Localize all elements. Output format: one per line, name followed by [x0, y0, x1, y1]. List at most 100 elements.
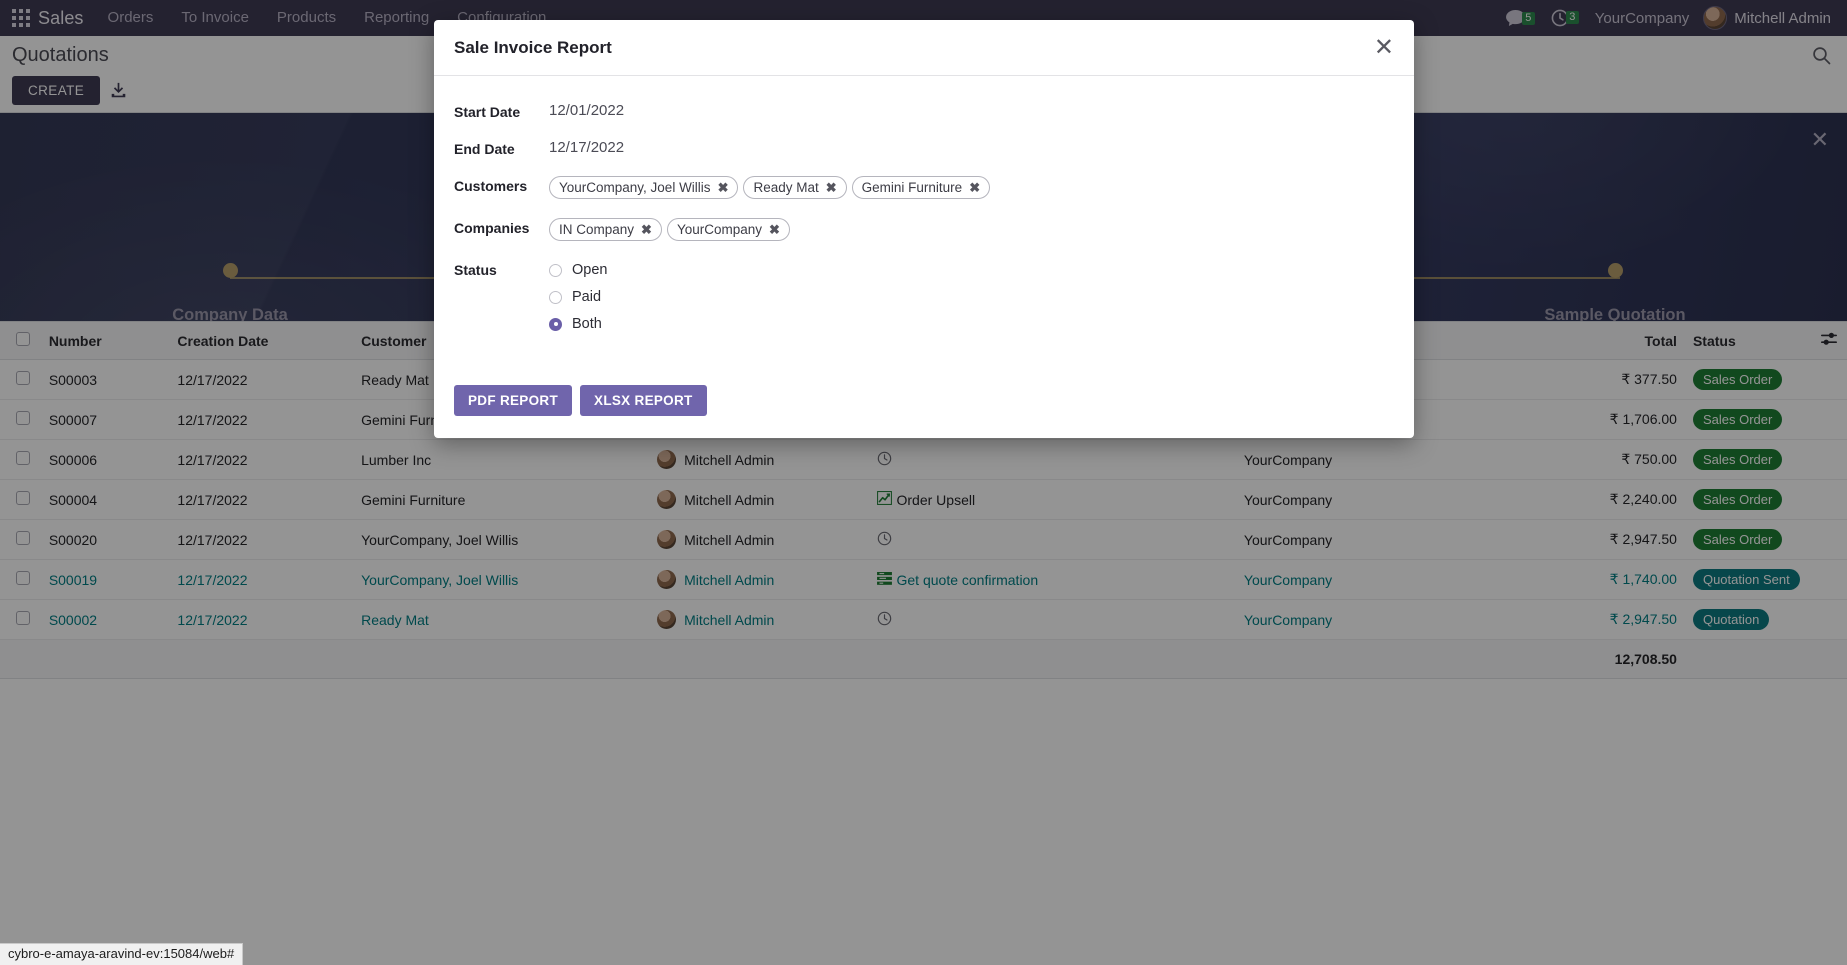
select-all-checkbox[interactable]	[16, 332, 31, 346]
row-checkbox[interactable]	[16, 371, 31, 385]
status-option-open[interactable]: Open	[549, 262, 607, 278]
status-option-both[interactable]: Both	[549, 316, 607, 332]
cell-total: ₹ 2,947.50	[1531, 519, 1685, 560]
table-row[interactable]: S00006 12/17/2022 Lumber Inc Mitchell Admin…	[0, 439, 1847, 480]
nav-item-reporting[interactable]: Reporting	[364, 9, 430, 26]
clock-icon[interactable]	[877, 451, 892, 469]
xlsx-report-button[interactable]: XLSX REPORT	[580, 385, 707, 416]
column-header-total[interactable]: Total	[1531, 321, 1685, 360]
avatar	[1703, 6, 1728, 30]
cell-creation-date: 12/17/2022	[169, 519, 354, 560]
total-sum-value: 12,708.50	[1531, 639, 1685, 679]
cell-next-activity[interactable]	[868, 439, 1236, 480]
cell-status: Sales Order	[1684, 519, 1811, 560]
radio-button[interactable]	[549, 290, 562, 304]
customers-input[interactable]: YourCompany, Joel Willis ✖ Ready Mat ✖ Gemin…	[549, 176, 991, 199]
radio-button[interactable]	[549, 317, 562, 331]
field-row-customers: Customers YourCompany, Joel Willis ✖ Ready…	[454, 176, 1394, 199]
column-header-number[interactable]: Number	[40, 321, 170, 360]
cell-number[interactable]: S00006	[40, 439, 170, 480]
activity-label: Get quote confirmation	[896, 571, 1039, 588]
clock-icon[interactable]	[877, 611, 892, 629]
cell-next-activity[interactable]: Order Upsell	[868, 479, 1236, 520]
customer-tag[interactable]: YourCompany, Joel Willis ✖	[549, 176, 739, 199]
cell-creation-date: 12/17/2022	[169, 359, 354, 400]
close-icon[interactable]: ✕	[1373, 34, 1394, 61]
remove-tag-icon[interactable]: ✖	[717, 180, 729, 195]
pdf-report-button[interactable]: PDF REPORT	[454, 385, 573, 416]
row-checkbox[interactable]	[16, 571, 31, 585]
cell-options	[1810, 479, 1847, 520]
cell-next-activity[interactable]: Get quote confirmation	[868, 559, 1236, 600]
field-row-status: Status Open Paid Both	[454, 260, 1394, 332]
remove-tag-icon[interactable]: ✖	[641, 222, 652, 237]
search-icon[interactable]	[1812, 46, 1831, 70]
sale-invoice-report-dialog: Sale Invoice Report ✕ Start Date 12/01/2…	[434, 20, 1414, 438]
customer-tag[interactable]: Gemini Furniture ✖	[851, 176, 991, 199]
messages-button[interactable]: 5	[1494, 9, 1537, 27]
cell-creation-date: 12/17/2022	[169, 399, 354, 440]
cell-number[interactable]: S00004	[40, 479, 170, 520]
status-option-paid[interactable]: Paid	[549, 289, 607, 305]
app-brand-sales[interactable]: Sales	[38, 7, 84, 28]
activities-button[interactable]: 3	[1539, 9, 1581, 27]
cell-number[interactable]: S00019	[40, 559, 170, 600]
cell-salesperson: Mitchell Admin	[649, 559, 869, 600]
company-tag[interactable]: YourCompany ✖	[666, 218, 790, 241]
row-checkbox[interactable]	[16, 531, 31, 545]
user-menu[interactable]: Mitchell Admin	[1703, 6, 1835, 30]
cell-status: Sales Order	[1684, 439, 1811, 480]
remove-tag-icon[interactable]: ✖	[825, 180, 837, 195]
companies-input[interactable]: IN Company ✖ YourCompany ✖	[549, 218, 790, 241]
close-icon[interactable]: ✕	[1810, 127, 1829, 152]
company-switcher[interactable]: YourCompany	[1594, 9, 1690, 27]
cell-total: ₹ 377.50	[1531, 359, 1685, 400]
cell-options	[1810, 399, 1847, 440]
end-date-input[interactable]: 12/17/2022	[549, 139, 625, 156]
table-row[interactable]: S00002 12/17/2022 Ready Mat Mitchell Admin Y…	[0, 599, 1847, 640]
remove-tag-icon[interactable]: ✖	[769, 222, 780, 237]
cell-company: YourCompany	[1235, 439, 1532, 480]
company-tag[interactable]: IN Company ✖	[549, 218, 662, 241]
column-options-icon[interactable]	[1810, 321, 1847, 360]
remove-tag-icon[interactable]: ✖	[969, 180, 981, 195]
table-row[interactable]: S00004 12/17/2022 Gemini Furniture Mitchell…	[0, 479, 1847, 520]
messages-badge: 5	[1521, 11, 1535, 25]
row-checkbox[interactable]	[16, 451, 31, 465]
import-download-icon[interactable]	[110, 82, 127, 99]
modal-body: Start Date 12/01/2022 End Date 12/17/202…	[434, 76, 1414, 375]
navbar-right-group: 5 3 YourCompany Mitchell Admin	[1494, 6, 1847, 30]
table-row[interactable]: S00019 12/17/2022 YourCompany, Joel Willis…	[0, 559, 1847, 600]
table-total-row: 12,708.50	[0, 639, 1847, 679]
cell-number[interactable]: S00003	[40, 359, 170, 400]
cell-next-activity[interactable]	[868, 599, 1236, 640]
customer-tag[interactable]: Ready Mat ✖	[743, 176, 847, 199]
row-checkbox[interactable]	[16, 411, 31, 425]
cell-number[interactable]: S00002	[40, 599, 170, 640]
column-header-status[interactable]: Status	[1684, 321, 1811, 360]
chart-line-icon[interactable]	[876, 491, 892, 508]
salesperson-name: Mitchell Admin	[684, 571, 775, 588]
apps-grid-icon[interactable]	[0, 9, 34, 27]
cell-number[interactable]: S00007	[40, 399, 170, 440]
cell-customer: Lumber Inc	[353, 439, 650, 480]
table-row[interactable]: S00020 12/17/2022 YourCompany, Joel Willis…	[0, 519, 1847, 560]
clock-icon[interactable]	[877, 531, 892, 549]
cell-next-activity[interactable]	[868, 519, 1236, 560]
cell-number[interactable]: S00020	[40, 519, 170, 560]
total-spacer-options	[1810, 639, 1847, 679]
column-header-creation-date[interactable]: Creation Date	[169, 321, 354, 360]
todo-list-icon[interactable]	[876, 571, 892, 588]
cell-customer: YourCompany, Joel Willis	[353, 559, 650, 600]
start-date-input[interactable]: 12/01/2022	[549, 102, 625, 119]
nav-item-orders[interactable]: Orders	[107, 9, 154, 26]
status-radio-group: Open Paid Both	[549, 260, 607, 332]
nav-item-to-invoice[interactable]: To Invoice	[181, 9, 249, 26]
radio-button[interactable]	[549, 263, 562, 277]
cell-company: YourCompany	[1235, 599, 1532, 640]
status-badge: Sales Order	[1692, 409, 1783, 430]
row-checkbox[interactable]	[16, 611, 31, 625]
row-checkbox[interactable]	[16, 491, 31, 505]
create-button[interactable]: CREATE	[12, 76, 101, 105]
nav-item-products[interactable]: Products	[276, 9, 337, 26]
